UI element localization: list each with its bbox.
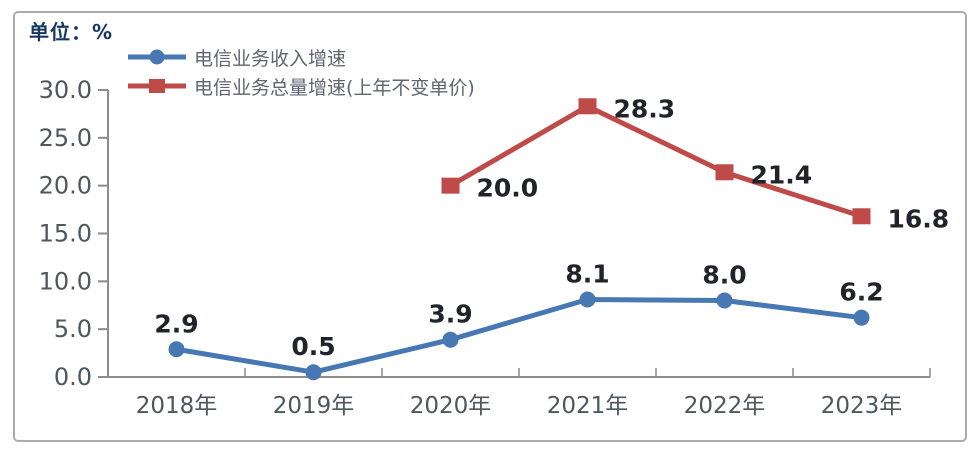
data-point-label: 21.4 xyxy=(751,160,813,189)
unit-label: 单位：% xyxy=(29,20,114,44)
x-category-label: 2021年 xyxy=(547,393,629,419)
data-point-label: 3.9 xyxy=(428,300,472,329)
data-point-label: 28.3 xyxy=(614,94,676,123)
y-tick-label: 10.0 xyxy=(39,267,92,295)
series-revenue-line: 2.9 0.5 3.9 8.1 8.0 6.2 xyxy=(154,260,884,381)
legend-volume-marker-icon xyxy=(128,79,186,93)
data-point-marker xyxy=(578,98,597,115)
x-category-label: 2019年 xyxy=(273,393,355,419)
legend-item-volume: 电信业务总量增速(上年不变单价) xyxy=(128,75,475,99)
data-point-marker xyxy=(442,331,459,348)
x-category-label: 2023年 xyxy=(821,393,903,419)
data-point-marker xyxy=(716,292,733,309)
y-tick-label: 0.0 xyxy=(54,363,92,391)
data-point-label: 16.8 xyxy=(888,204,950,233)
data-point-label: 8.0 xyxy=(702,260,746,289)
legend: 电信业务收入增速 电信业务总量增速(上年不变单价) xyxy=(128,46,475,99)
y-tick-label: 30.0 xyxy=(39,76,92,104)
data-point-label: 8.1 xyxy=(565,260,609,289)
data-point-label: 2.9 xyxy=(154,309,198,338)
data-point-marker xyxy=(715,164,734,181)
data-point-marker xyxy=(853,309,870,326)
data-point-label: 6.2 xyxy=(839,278,883,307)
data-point-marker xyxy=(579,291,596,308)
y-tick-label: 20.0 xyxy=(39,172,92,200)
data-point-marker xyxy=(852,208,871,225)
legend-label-volume: 电信业务总量增速(上年不变单价) xyxy=(194,76,475,99)
legend-revenue-marker-icon xyxy=(128,49,186,65)
series-path xyxy=(174,297,864,375)
y-tick-label: 5.0 xyxy=(54,315,92,343)
x-category-label: 2018年 xyxy=(136,393,218,419)
series-path xyxy=(448,103,864,219)
x-category-label: 2022年 xyxy=(684,393,766,419)
axes: 30.0 25.0 20.0 15.0 10.0 5.0 0.0 2018年 2019年 2020… xyxy=(39,76,931,419)
data-point-label: 0.5 xyxy=(291,332,335,361)
data-point-marker xyxy=(168,341,185,358)
data-point-label: 20.0 xyxy=(477,174,539,203)
data-point-marker xyxy=(441,177,460,194)
series-volume-line: 20.0 28.3 21.4 16.8 xyxy=(441,94,950,233)
y-tick-label: 15.0 xyxy=(39,220,92,248)
data-point-marker xyxy=(305,364,322,381)
x-category-label: 2020年 xyxy=(410,393,492,419)
y-tick-label: 25.0 xyxy=(39,124,92,152)
legend-label-revenue: 电信业务收入增速 xyxy=(194,47,347,70)
legend-item-revenue: 电信业务收入增速 xyxy=(128,46,475,70)
